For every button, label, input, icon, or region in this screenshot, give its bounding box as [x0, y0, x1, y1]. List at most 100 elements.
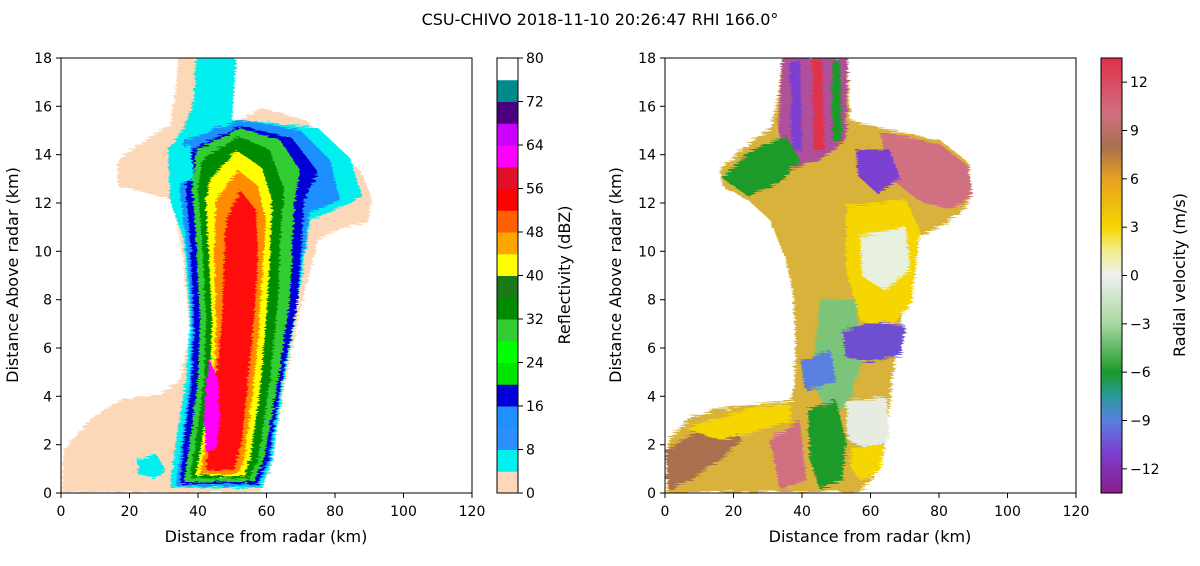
- velocity-yticks: 0 2 4 6 8 10 12 14 16 18: [638, 51, 665, 502]
- ytick-label-14: 14: [638, 148, 656, 164]
- velocity-colorbar-tick-label: −6: [1130, 365, 1151, 381]
- xtick-label-20: 20: [121, 504, 139, 520]
- reflectivity-colorbar-level-16: [497, 123, 518, 146]
- ytick-label-6: 6: [43, 341, 52, 357]
- velocity-lower-column-pink: [770, 420, 806, 490]
- reflectivity-colorbar-tick-label: 16: [526, 399, 544, 415]
- velocity-upper-stripe-b: [812, 60, 824, 150]
- xtick-label-100: 100: [994, 504, 1021, 520]
- velocity-upper-stripe-c: [832, 60, 842, 142]
- xtick-label-60: 60: [258, 504, 276, 520]
- reflectivity-xlabel: Distance from radar (km): [165, 527, 368, 546]
- ytick-label-2: 2: [43, 438, 52, 454]
- xtick-label-0: 0: [57, 504, 66, 520]
- velocity-low-left-brown: [666, 424, 742, 490]
- reflectivity-colorbar-tick-label: 48: [526, 225, 544, 241]
- reflectivity-colorbar-tick-label: 24: [526, 356, 544, 372]
- reflectivity-colorbar-level-4: [497, 384, 518, 407]
- reflectivity-colorbar-level-0: [497, 471, 518, 494]
- reflectivity-colorbar-level-1: [497, 449, 518, 472]
- velocity-colorbar-tick-label: 3: [1130, 220, 1139, 236]
- reflectivity-colorbar-tick-label: 64: [526, 138, 544, 154]
- reflectivity-colorbar-label: Reflectivity (dBZ): [555, 206, 574, 345]
- ytick-label-6: 6: [647, 341, 656, 357]
- reflectivity-colorbar-level-9: [497, 275, 518, 298]
- ytick-label-8: 8: [647, 293, 656, 309]
- reflectivity-yticks: 0 2 4 6 8 10 12 14 16 18: [34, 51, 61, 502]
- velocity-upper-stripe-a: [790, 60, 802, 152]
- ytick-label-10: 10: [34, 244, 52, 260]
- ytick-label-10: 10: [638, 244, 656, 260]
- xtick-label-80: 80: [326, 504, 344, 520]
- ytick-label-16: 16: [34, 99, 52, 115]
- velocity-low-green: [808, 400, 846, 490]
- reflectivity-colorbar-level-7: [497, 319, 518, 342]
- velocity-colorbar-tick-label: −9: [1130, 414, 1151, 430]
- xtick-label-120: 120: [459, 504, 486, 520]
- velocity-colorbar-label: Radial velocity (m/s): [1170, 193, 1189, 357]
- velocity-low-left-yellow: [684, 404, 792, 440]
- reflectivity-colorbar: 0 8 16 24 32 40 48 56 64 72 80 Reflectivity (dBZ): [496, 51, 574, 502]
- ytick-label-18: 18: [638, 51, 656, 67]
- velocity-low-white: [846, 396, 890, 450]
- ytick-label-12: 12: [638, 196, 656, 212]
- reflectivity-colorbar-level-2: [497, 427, 518, 450]
- velocity-colorbar-tick-label: 12: [1130, 75, 1148, 91]
- reflectivity-colorbar-level-5: [497, 362, 518, 385]
- echo-patch-low-cyan: [138, 454, 166, 478]
- ytick-label-16: 16: [638, 99, 656, 115]
- reflectivity-colorbar-tick-label: 40: [526, 269, 544, 285]
- reflectivity-colorbar-tick-label: 8: [526, 443, 535, 459]
- velocity-anvil-green: [722, 136, 800, 196]
- velocity-low-blue: [800, 350, 836, 392]
- xtick-label-40: 40: [793, 504, 811, 520]
- reflectivity-colorbar-level-11: [497, 232, 518, 255]
- xtick-label-60: 60: [862, 504, 880, 520]
- velocity-field: [666, 58, 972, 492]
- velocity-low-yellow: [850, 446, 884, 480]
- reflectivity-colorbar-tick-label: 56: [526, 182, 544, 198]
- ytick-label-0: 0: [43, 486, 52, 502]
- velocity-colorbar-tick-label: 9: [1130, 124, 1139, 140]
- xtick-label-80: 80: [930, 504, 948, 520]
- velocity-colorbar-ticks: −12 −9 −6 −3 0 3 6 9 12: [1122, 75, 1160, 478]
- velocity-mid-white: [860, 226, 910, 290]
- xtick-label-0: 0: [661, 504, 670, 520]
- velocity-colorbar-tick-label: 0: [1130, 269, 1139, 285]
- reflectivity-colorbar-level-18: [497, 79, 518, 102]
- ytick-label-18: 18: [34, 51, 52, 67]
- reflectivity-panel: 0 20 40 60 80 100 120 0 2 4 6 8: [3, 51, 574, 546]
- reflectivity-ylabel: Distance Above radar (km): [3, 167, 22, 383]
- reflectivity-colorbar-tick-label: 80: [526, 51, 544, 67]
- velocity-colorbar: −12 −9 −6 −3 0 3 6 9 12 Radial velocity (m/s): [1100, 57, 1189, 494]
- ytick-label-4: 4: [647, 389, 656, 405]
- velocity-colorbar-tick-label: −3: [1130, 317, 1151, 333]
- velocity-xlabel: Distance from radar (km): [769, 527, 972, 546]
- reflectivity-xticks: 0 20 40 60 80 100 120: [57, 493, 486, 520]
- figure-title: CSU-CHIVO 2018-11-10 20:26:47 RHI 166.0°: [422, 10, 779, 29]
- reflectivity-colorbar-level-13: [497, 188, 518, 211]
- reflectivity-field: [62, 58, 372, 492]
- reflectivity-colorbar-level-19: [497, 58, 518, 81]
- ytick-label-2: 2: [647, 438, 656, 454]
- ytick-label-0: 0: [647, 486, 656, 502]
- reflectivity-colorbar-tick-label: 32: [526, 312, 544, 328]
- reflectivity-colorbar-level-10: [497, 253, 518, 276]
- reflectivity-colorbar-tick-label: 0: [526, 486, 535, 502]
- reflectivity-colorbar-tick-label: 72: [526, 95, 544, 111]
- velocity-mid-purple: [842, 322, 906, 362]
- velocity-xticks: 0 20 40 60 80 100 120: [661, 493, 1090, 520]
- ytick-label-12: 12: [34, 196, 52, 212]
- velocity-colorbar-gradient: [1101, 58, 1122, 493]
- reflectivity-colorbar-segments: [497, 58, 518, 494]
- velocity-anvil-pink: [880, 132, 972, 210]
- reflectivity-colorbar-level-8: [497, 297, 518, 320]
- reflectivity-colorbar-level-14: [497, 166, 518, 189]
- echo-patch-anvil-cyan: [178, 144, 194, 182]
- echo-core-60-64: [204, 360, 220, 452]
- reflectivity-colorbar-level-12: [497, 210, 518, 233]
- ytick-label-14: 14: [34, 148, 52, 164]
- xtick-label-120: 120: [1063, 504, 1090, 520]
- velocity-panel: 0 20 40 60 80 100 120 0 2 4 6 8 1: [606, 51, 1189, 546]
